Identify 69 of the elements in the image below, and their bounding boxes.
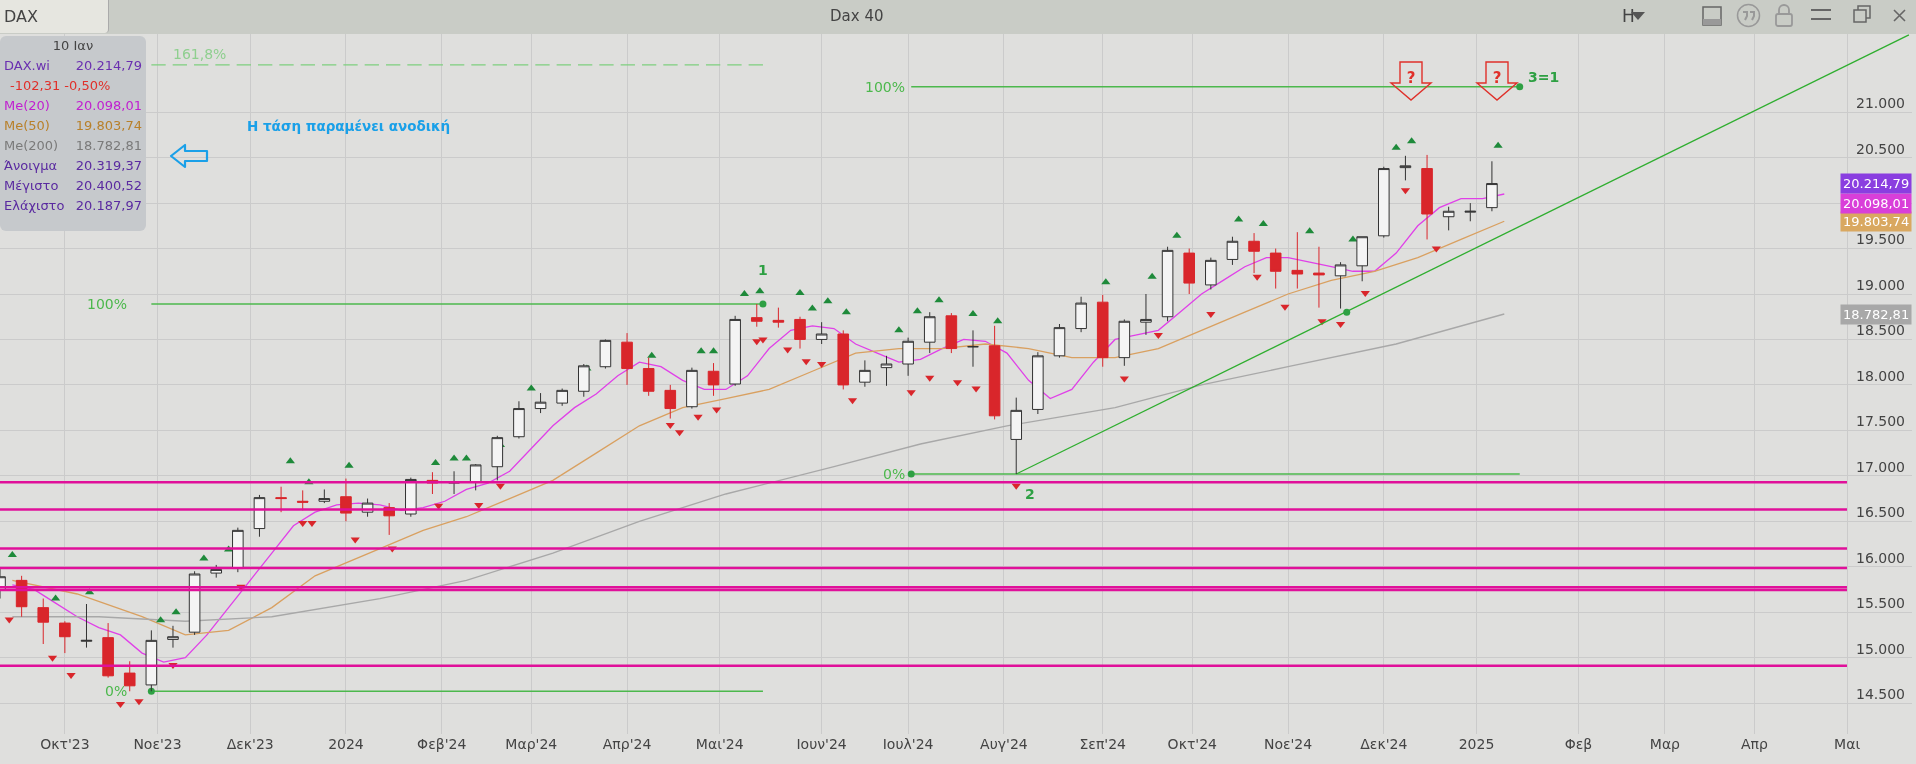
annotation: 20.319,37: [75, 158, 142, 173]
y-tick-label: 16.500: [1856, 504, 1905, 521]
annotation: Άνοιγμα: [4, 158, 58, 173]
chart-title: Dax 40: [830, 7, 884, 25]
x-tick-label: Σεπ'24: [1079, 736, 1127, 752]
y-tick-label: 17.000: [1856, 458, 1905, 475]
annotation: Me(200): [4, 138, 59, 153]
annotation: -102,31 -0,50%: [10, 78, 111, 93]
y-tick-label: 15.000: [1856, 640, 1905, 657]
y-tick-label: 18.500: [1856, 322, 1905, 339]
x-tick-label: Νοε'23: [133, 736, 182, 752]
y-tick-label: 19.000: [1856, 276, 1905, 293]
x-tick-label: Δεκ'23: [226, 736, 274, 752]
annotation: Me(20): [4, 98, 50, 113]
annotation: Η τάση παραμένει ανοδική: [247, 118, 451, 134]
x-tick-label: Φεβ'24: [417, 736, 467, 752]
annotation: 10 Ιαν: [52, 38, 94, 53]
x-tick-label: Ιουν'24: [796, 736, 847, 752]
annotation: 2: [1025, 486, 1035, 502]
annotation: ?: [1405, 69, 1417, 87]
arrow-icon: ?: [1389, 61, 1433, 101]
annotation: Ελάχιστο: [4, 198, 65, 213]
x-tick-label: Μαρ: [1649, 736, 1681, 752]
annotation: 20.098,01: [1843, 196, 1910, 211]
y-tick-label: 15.500: [1856, 595, 1905, 612]
x-tick-label: 2025: [1458, 736, 1495, 752]
annotation: 100%: [87, 296, 128, 312]
annotation: ?: [1491, 69, 1503, 87]
annotation: DAX.wi: [4, 58, 50, 73]
x-tick-label: Μαρ'24: [505, 736, 558, 752]
x-tick-label: Ιουλ'24: [882, 736, 934, 752]
arrow-icon: ?: [1475, 61, 1519, 101]
y-tick-label: 18.000: [1856, 367, 1905, 384]
x-tick-label: Απρ: [1741, 736, 1769, 752]
x-tick-label: Νοε'24: [1263, 736, 1313, 752]
annotation: 161,8%: [173, 46, 227, 62]
y-tick-label: 20.500: [1856, 140, 1905, 157]
annotation: 20.187,97: [75, 198, 142, 213]
annotation: 20.400,52: [75, 178, 142, 193]
x-tick-label: Απρ'24: [602, 736, 652, 752]
x-tick-label: 2024: [328, 736, 364, 752]
y-tick-label: 16.000: [1856, 549, 1905, 566]
x-tick-label: Οκτ'23: [40, 736, 90, 752]
x-tick-label: Φεβ: [1564, 736, 1593, 752]
annotation: 18.782,81: [1843, 307, 1910, 322]
y-tick-label: 19.500: [1856, 231, 1905, 248]
annotation: 1: [758, 262, 768, 278]
text: H: [1622, 6, 1635, 26]
annotation: 19.803,74: [1843, 214, 1910, 229]
x-tick-label: Δεκ'24: [1360, 736, 1408, 752]
x-tick-label: Οκτ'24: [1167, 736, 1218, 752]
y-tick-label: 17.500: [1856, 413, 1905, 430]
annotation: 20.098,01: [75, 98, 142, 113]
annotation: 100%: [865, 79, 906, 95]
annotation: Μέγιστο: [4, 178, 59, 193]
annotation: 3=1: [1528, 69, 1560, 85]
annotation: Me(50): [4, 118, 50, 133]
annotation: 20.214,79: [75, 58, 142, 73]
text: DAX: [0, 0, 109, 33]
x-tick-label: Μαι: [1834, 736, 1861, 752]
x-tick-label: Αυγ'24: [980, 736, 1028, 752]
x-tick-label: Μαι'24: [695, 736, 744, 752]
y-tick-label: 14.500: [1856, 685, 1905, 702]
annotation: 18.782,81: [75, 138, 142, 153]
annotation: 19.803,74: [75, 118, 142, 133]
annotation: 20.214,79: [1843, 176, 1910, 191]
y-tick-label: 21.000: [1856, 95, 1905, 112]
annotation: 0%: [883, 466, 906, 482]
annotation: 0%: [105, 683, 128, 699]
